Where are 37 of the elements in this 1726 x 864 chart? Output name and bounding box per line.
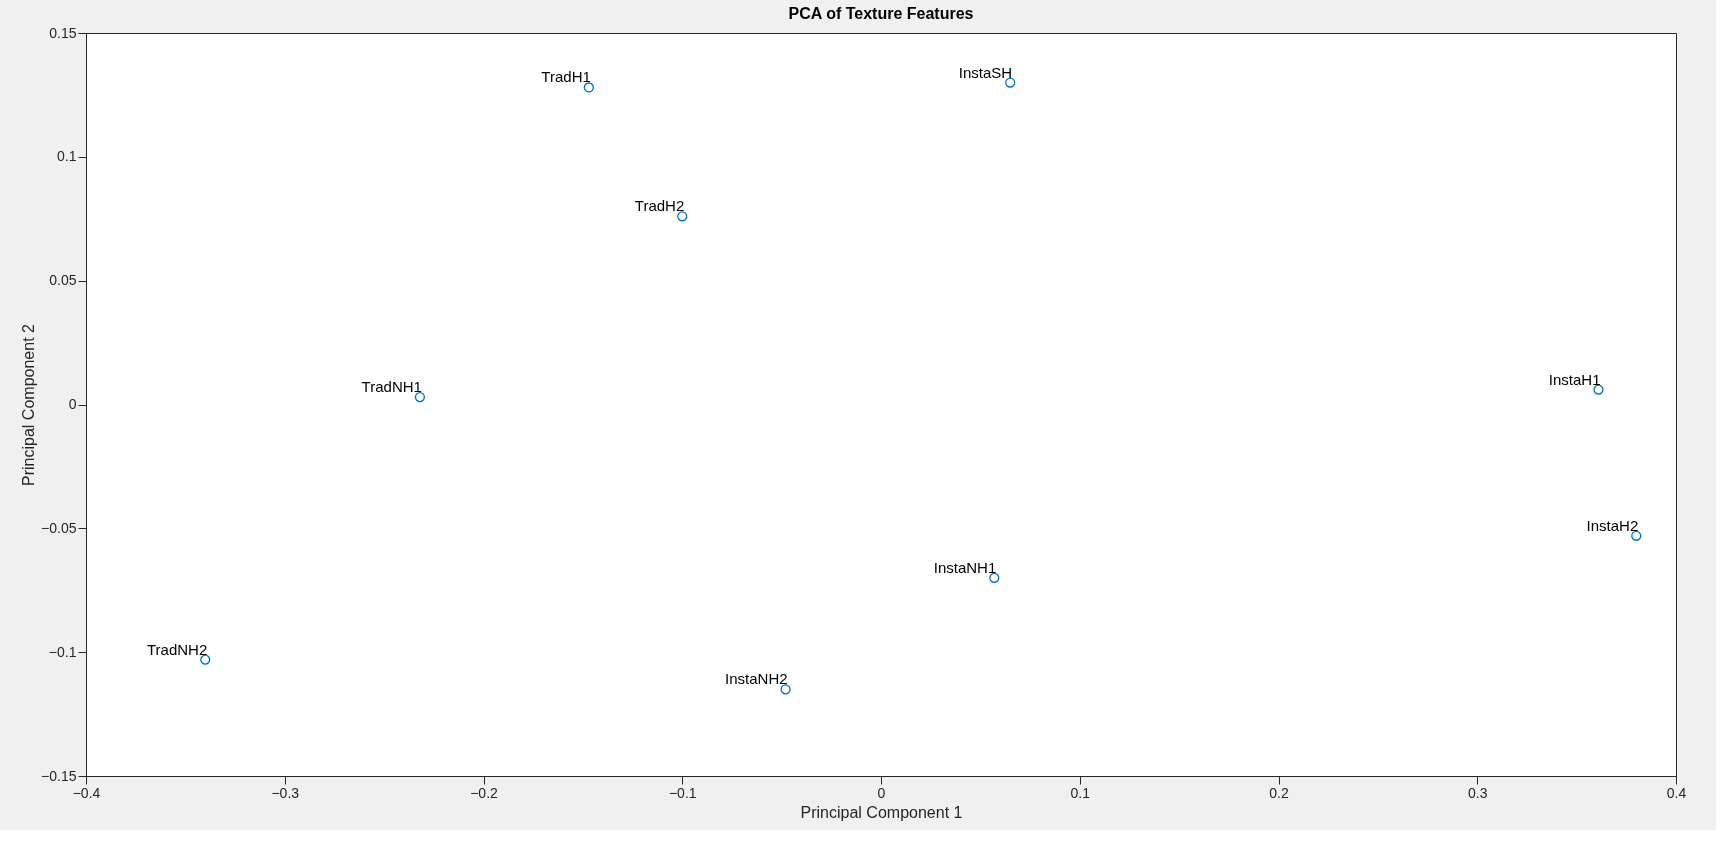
point [583,82,594,93]
y-tick-label: 0.15 [49,24,77,41]
point [780,684,791,695]
annotation: TradNH1 [361,378,422,396]
x-tick-label: 0.1 [1070,784,1091,801]
point [1631,530,1642,541]
x-tick-label: 0.4 [1666,784,1687,801]
point [677,211,688,222]
x-tick-label: 0.2 [1269,784,1289,801]
y-tick-label: −0.15 [41,767,77,784]
annotation: InstaNH2 [725,670,788,688]
x-tick-label: 0.3 [1468,784,1488,801]
point [414,391,426,403]
annotation: InstaH2 [1586,516,1639,534]
y-tick-label: 0.05 [49,272,77,289]
y-tick-label: 0 [68,396,77,412]
chart-title: PCA of Texture Features [788,5,974,22]
annotation: InstaSH [958,63,1013,81]
y-tick-label: −0.1 [48,643,77,660]
x-tick-label: −0.4 [72,784,101,801]
x-tick-label: −0.2 [470,784,499,801]
annotation: InstaH1 [1548,370,1601,388]
x-tick-label: −0.1 [668,784,697,801]
point [200,654,211,665]
y-axis-title: Principal Component 2 [20,323,38,486]
annotation: TradH1 [541,68,591,86]
x-axis-title: Principal Component 1 [800,803,963,821]
y-tick-label: −0.05 [41,519,77,536]
y-tick-label: 0.1 [57,148,77,165]
point [989,572,1000,583]
x-tick-label: −0.3 [271,784,300,801]
x-tick-label: 0 [877,784,886,801]
point [1593,384,1604,395]
annotation: TradH2 [634,197,685,215]
annotation: TradNH2 [146,640,208,658]
point [1005,77,1016,88]
annotation: InstaNH1 [933,558,997,576]
